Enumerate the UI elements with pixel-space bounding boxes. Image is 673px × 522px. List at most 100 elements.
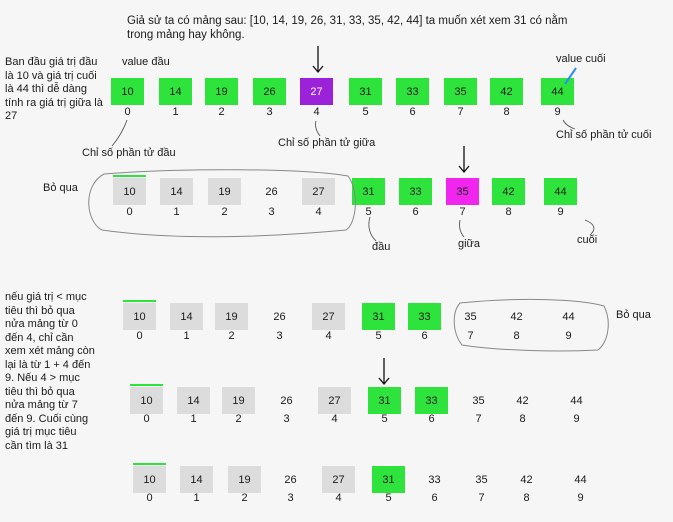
- label-index-last: Chỉ số phần tử cuối: [556, 129, 652, 141]
- cell-value: 42: [500, 85, 513, 98]
- cell-index-r5-8: 8: [523, 492, 530, 504]
- cell-index-r5-4: 4: [335, 492, 342, 504]
- array-cell-r3-7: 35: [454, 303, 487, 330]
- cell-index-r1-6: 6: [409, 106, 416, 118]
- cell-value: 42: [502, 185, 515, 198]
- cell-value: 27: [322, 310, 335, 323]
- left-note-explanation: nếu giá trị < mục tiêu thì bỏ qua nửa mả…: [5, 291, 95, 452]
- arrow-head-row4: [378, 377, 390, 386]
- array-cell-r3-8: 42: [500, 303, 533, 330]
- cell-value: 27: [312, 185, 325, 198]
- cell-value: 14: [180, 310, 193, 323]
- cell-index-r1-2: 2: [218, 106, 225, 118]
- cell-index-r4-8: 8: [519, 413, 526, 425]
- array-cell-r2-6: 33: [399, 178, 432, 205]
- cell-index-r4-5: 5: [381, 413, 388, 425]
- cell-index-r3-4: 4: [325, 330, 332, 342]
- array-cell-r1-9: 44: [541, 78, 574, 105]
- cell-value: 19: [225, 310, 238, 323]
- array-cell-r1-7: 35: [444, 78, 477, 105]
- cell-value: 44: [554, 185, 567, 198]
- cell-index-r2-6: 6: [412, 206, 419, 218]
- cell-index-r2-3: 3: [268, 206, 275, 218]
- array-cell-r3-4: 27: [312, 303, 345, 330]
- cell-value: 31: [359, 85, 372, 98]
- cell-value: 27: [310, 85, 323, 98]
- cell-value: 42: [510, 310, 523, 323]
- label-skip-row2: Bỏ qua: [43, 182, 78, 194]
- array-cell-r3-6: 33: [408, 303, 441, 330]
- array-cell-r5-2: 19: [228, 466, 261, 493]
- cell-value: 26: [280, 394, 293, 407]
- array-cell-r2-9: 44: [544, 178, 577, 205]
- cell-index-r1-5: 5: [362, 106, 369, 118]
- cell-index-r1-7: 7: [457, 106, 464, 118]
- array-cell-r4-6: 33: [415, 387, 448, 414]
- array-cell-r3-9: 44: [552, 303, 585, 330]
- cell-value: 14: [169, 85, 182, 98]
- cell-index-r3-8: 8: [513, 330, 520, 342]
- cell-index-r2-0: 0: [126, 206, 133, 218]
- array-cell-r1-0: 10: [111, 78, 144, 105]
- cell-value: 26: [273, 310, 286, 323]
- array-cell-r5-0: 10: [133, 463, 166, 493]
- label-first: đầu: [372, 241, 391, 253]
- array-cell-r4-7: 35: [462, 387, 495, 414]
- cell-index-r3-9: 9: [565, 330, 572, 342]
- cell-value: 14: [170, 185, 183, 198]
- array-cell-r5-1: 14: [180, 466, 213, 493]
- cell-index-r3-1: 1: [183, 330, 190, 342]
- cell-index-r4-9: 9: [573, 413, 580, 425]
- label-mid: giữa: [458, 238, 481, 250]
- cell-value: 33: [409, 185, 422, 198]
- cell-index-r1-3: 3: [266, 106, 273, 118]
- array-cell-r2-8: 42: [492, 178, 525, 205]
- cell-value: 33: [425, 394, 438, 407]
- cell-value: 27: [332, 473, 345, 486]
- array-cell-r3-3: 26: [263, 303, 296, 330]
- cell-index-r3-2: 2: [228, 330, 235, 342]
- cell-index-r3-6: 6: [421, 330, 428, 342]
- cell-value: 33: [406, 85, 419, 98]
- array-cell-r3-0: 10: [123, 300, 156, 330]
- cell-index-r2-4: 4: [315, 206, 322, 218]
- cell-value: 10: [123, 185, 136, 198]
- cell-value: 26: [265, 185, 278, 198]
- array-cell-r5-9: 44: [564, 466, 597, 493]
- cell-value: 44: [562, 310, 575, 323]
- cell-index-r2-2: 2: [221, 206, 228, 218]
- cell-value: 31: [372, 310, 385, 323]
- array-cell-r2-1: 14: [160, 178, 193, 205]
- label-last: cuối: [577, 234, 598, 246]
- array-cell-r1-6: 33: [396, 78, 429, 105]
- intro-text: Giả sử ta có mảng sau: [10, 14, 19, 26, …: [127, 15, 568, 41]
- cell-value: 35: [454, 85, 467, 98]
- array-cell-r2-0: 10: [113, 175, 146, 205]
- array-cell-r5-7: 35: [465, 466, 498, 493]
- cell-value: 35: [472, 394, 485, 407]
- cell-index-r1-9: 9: [554, 106, 561, 118]
- start-marker-line: [133, 463, 166, 465]
- cell-index-r5-5: 5: [385, 492, 392, 504]
- cell-value: 33: [428, 473, 441, 486]
- cell-index-r5-9: 9: [577, 492, 584, 504]
- cell-value: 35: [464, 310, 477, 323]
- cell-value: 26: [284, 473, 297, 486]
- cell-index-r5-1: 1: [193, 492, 200, 504]
- cell-index-r5-6: 6: [431, 492, 438, 504]
- cell-value: 35: [475, 473, 488, 486]
- cell-value: 14: [187, 394, 200, 407]
- cell-index-r5-7: 7: [478, 492, 485, 504]
- cell-value: 31: [362, 185, 375, 198]
- array-cell-r2-7: 35: [446, 178, 479, 205]
- label-index-first: Chỉ số phần tử đầu: [82, 147, 176, 159]
- cell-value: 42: [520, 473, 533, 486]
- array-cell-r1-5: 31: [349, 78, 382, 105]
- cell-index-r4-7: 7: [475, 413, 482, 425]
- array-cell-r5-4: 27: [322, 466, 355, 493]
- array-cell-r1-4: 27: [300, 78, 333, 105]
- array-cell-r5-5: 31: [372, 466, 405, 493]
- cell-value: 19: [215, 85, 228, 98]
- cell-index-r4-3: 3: [283, 413, 290, 425]
- cell-value: 10: [133, 310, 146, 323]
